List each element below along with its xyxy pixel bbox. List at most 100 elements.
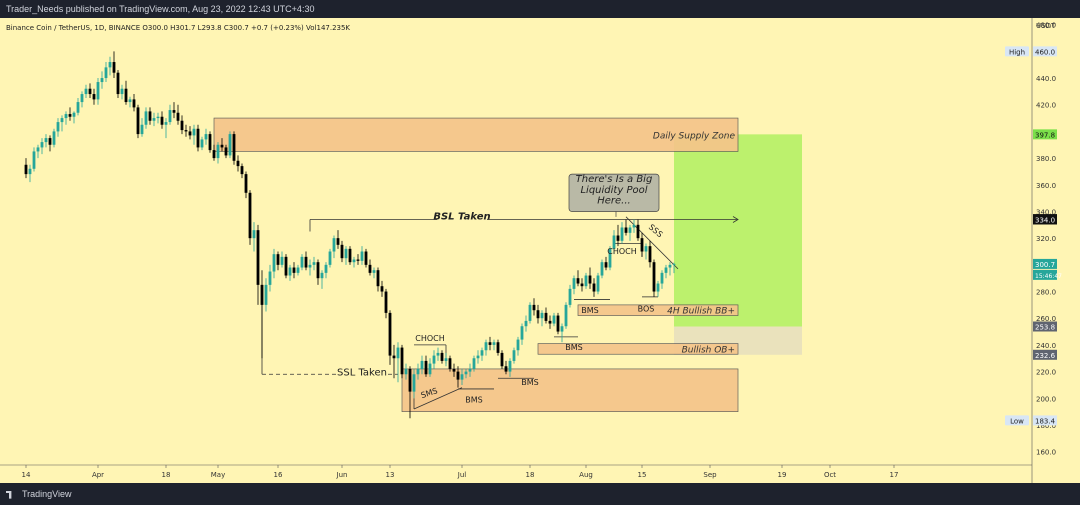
- candle-body: [208, 134, 212, 151]
- candle-body: [588, 275, 592, 284]
- candle: [556, 312, 560, 335]
- candle-body: [348, 248, 352, 263]
- candle-body: [544, 312, 548, 321]
- candle: [200, 136, 204, 151]
- candle-body: [576, 278, 580, 284]
- candle: [664, 264, 668, 279]
- candle: [612, 230, 616, 255]
- candle: [580, 278, 584, 292]
- candle-body: [476, 355, 480, 359]
- candle-body: [36, 147, 40, 152]
- candle: [604, 256, 608, 271]
- annotation-here-: Here...: [597, 195, 630, 206]
- candle: [668, 262, 672, 276]
- time-axis[interactable]: 14 Apr 18 May 16 Jun 13 Jul 18 Aug 15 Sep 19 Oct 17: [22, 465, 899, 479]
- candle: [600, 259, 604, 279]
- candle: [76, 98, 80, 116]
- price-axis-background: [1032, 18, 1080, 483]
- candle-body: [420, 360, 424, 369]
- candle: [648, 240, 652, 268]
- candle: [196, 124, 200, 152]
- candle: [444, 352, 448, 367]
- candle-body: [112, 62, 116, 73]
- candle: [456, 366, 460, 388]
- candle: [588, 267, 592, 289]
- candle-body: [124, 88, 128, 103]
- candle: [596, 272, 600, 295]
- zone-0: [213, 117, 739, 152]
- candle: [172, 102, 176, 119]
- candle: [660, 270, 664, 289]
- candle-body: [312, 262, 316, 265]
- zone-3: [401, 368, 739, 412]
- candle: [636, 219, 640, 241]
- sms-trendline: [413, 387, 463, 410]
- candle: [500, 350, 504, 369]
- price-label-bg: [1033, 258, 1057, 269]
- price-chart[interactable]: Binance Coin / TetherUS, 1D, BINANCE O30…: [0, 18, 1080, 483]
- zone-label-1: 4H Bullish BB+: [667, 307, 735, 317]
- annotation-there-s-is-a-big: There's Is a Big: [576, 174, 653, 185]
- candle-body: [444, 358, 448, 361]
- price-tick-label: 280.0: [1036, 289, 1056, 297]
- candle: [340, 240, 344, 263]
- candle: [440, 350, 444, 364]
- candle-body: [604, 262, 608, 268]
- candle-body: [484, 342, 488, 351]
- candle-body: [156, 116, 160, 119]
- candle: [344, 246, 348, 265]
- symbol-legend: Binance Coin / TetherUS, 1D, BINANCE O30…: [6, 24, 350, 32]
- candle: [352, 256, 356, 268]
- candle-body: [636, 224, 640, 239]
- candle: [544, 307, 548, 324]
- ssl-label-bg: [336, 367, 388, 379]
- candle: [168, 104, 172, 125]
- candle: [552, 312, 556, 327]
- candle: [72, 111, 76, 124]
- candle-body: [412, 374, 416, 392]
- candle-body: [168, 110, 172, 123]
- candle-body: [28, 168, 32, 175]
- candle: [608, 246, 612, 271]
- price-labels-layer: High460.0397.8334.3334.0300.715:46:47253…: [1005, 46, 1062, 426]
- candle-body: [548, 320, 552, 324]
- candle: [272, 248, 276, 279]
- time-tick-label: 19: [778, 471, 787, 479]
- annotation-liquidity-pool: Liquidity Pool: [580, 185, 647, 196]
- candle: [432, 350, 436, 369]
- candle: [364, 248, 368, 268]
- candle-body: [440, 352, 444, 361]
- candle-body: [508, 360, 512, 372]
- candle: [460, 368, 464, 385]
- candle: [256, 224, 260, 305]
- candle-body: [512, 350, 516, 361]
- candle-body: [72, 112, 76, 117]
- candle-body: [120, 88, 124, 95]
- time-axis-background: [0, 465, 1032, 483]
- candle-body: [284, 256, 288, 276]
- candle: [388, 310, 392, 365]
- candle-body: [580, 283, 584, 287]
- candle: [532, 298, 536, 316]
- candle-body: [360, 251, 364, 261]
- time-tick-label: Sep: [703, 471, 717, 479]
- candle: [348, 246, 352, 265]
- long-position-tool[interactable]: [674, 134, 802, 355]
- candle: [484, 339, 488, 356]
- candle-body: [448, 358, 452, 369]
- candle: [672, 262, 676, 274]
- price-label-tag-bg: [1005, 46, 1029, 57]
- candle-body: [596, 275, 600, 292]
- candle-body: [408, 368, 412, 392]
- candle: [396, 342, 400, 383]
- candle: [428, 358, 432, 377]
- price-axis[interactable]: 480.0460.0440.0420.0400.0380.0360.0340.0…: [1036, 22, 1056, 457]
- candle-body: [400, 347, 404, 375]
- candle-body: [664, 267, 668, 273]
- candle-body: [520, 326, 524, 340]
- candle: [244, 171, 248, 199]
- candle-body: [164, 122, 168, 125]
- candle-body: [460, 374, 464, 380]
- candle: [132, 94, 136, 112]
